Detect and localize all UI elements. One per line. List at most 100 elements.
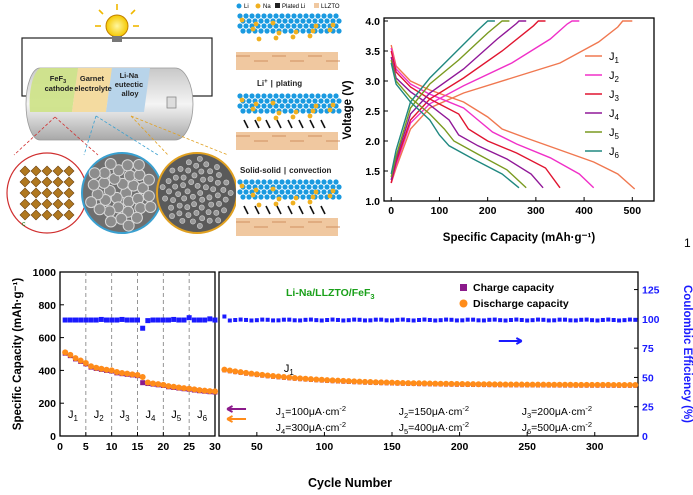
ce-point <box>222 314 227 319</box>
plated-li <box>254 119 260 129</box>
grain <box>85 196 98 209</box>
pore <box>199 215 206 222</box>
crystal-grid <box>19 165 75 221</box>
li-atom <box>321 179 327 185</box>
discharge-point <box>150 380 156 387</box>
li-atom <box>303 13 309 19</box>
discharge-point <box>459 381 466 388</box>
li-atom <box>285 13 291 19</box>
ce-point <box>579 317 584 322</box>
chart2-ylabel: Specific Capacity (mAh·g⁻¹) <box>12 278 24 431</box>
x-tick-label: 30 <box>209 441 221 453</box>
ce-point <box>233 318 238 323</box>
discharge-point <box>113 369 120 376</box>
discharge-point <box>62 349 69 356</box>
series-J6-charge <box>390 20 495 175</box>
current-density-label: J1=100μA·cm-2 <box>276 404 346 420</box>
pore <box>185 167 192 174</box>
pore <box>196 223 203 229</box>
pore <box>213 209 220 216</box>
y-tick-label: 800 <box>38 300 56 312</box>
voltage-profile-chart: 0 100 200 300 400 500 1.0 1.5 2.0 2.5 3.0 3.5 4.0 J1… <box>342 16 655 244</box>
ce-point <box>124 317 130 323</box>
li-atom <box>315 13 321 19</box>
region-label: J5 <box>171 409 182 423</box>
discharge-point <box>307 376 314 383</box>
discharge-point <box>421 380 428 387</box>
discharge-point <box>291 374 298 381</box>
plated-li <box>298 119 304 129</box>
fef3-octahedron <box>52 176 64 188</box>
anode-label: Li-Na eutectic alloy <box>115 71 145 98</box>
pore <box>198 204 205 211</box>
convection-label: Solid-solid | convection <box>240 166 331 175</box>
ce-point <box>454 318 459 323</box>
pore <box>206 194 213 201</box>
ce-point <box>140 325 146 331</box>
li-atom <box>264 108 270 114</box>
li-atom <box>303 23 309 29</box>
li-atom <box>264 28 270 34</box>
discharge-point <box>540 381 547 388</box>
discharge-point <box>610 381 617 388</box>
ce-point <box>535 317 540 322</box>
li-atom <box>276 184 282 190</box>
fef3-octahedron <box>19 187 31 199</box>
ce-point <box>150 317 156 323</box>
li-atom <box>327 13 333 19</box>
discharge-point <box>139 373 146 380</box>
li-atom <box>246 98 252 104</box>
grain <box>136 182 149 195</box>
discharge-point <box>253 371 260 378</box>
ce-point <box>487 317 492 322</box>
na-atom <box>310 28 316 34</box>
li-atom <box>237 189 243 195</box>
pore <box>180 174 187 181</box>
discharge-point <box>443 380 450 387</box>
y-tick-label: 400 <box>38 365 56 377</box>
li-atom <box>282 18 288 24</box>
li-atom <box>297 23 303 29</box>
ce-point <box>78 317 84 323</box>
pore <box>172 174 179 181</box>
plated-li <box>309 119 315 129</box>
li-atom <box>282 184 288 190</box>
li-atom <box>300 18 306 24</box>
discharge-point <box>518 381 525 388</box>
li-atom <box>312 98 318 104</box>
discharge-point <box>212 388 218 395</box>
legend-label: J4 <box>609 108 620 122</box>
legend-label: J1 <box>609 51 620 65</box>
li-atom <box>246 28 252 34</box>
fef3-octahedron <box>30 209 42 221</box>
li-atom <box>264 184 270 190</box>
pore <box>176 210 183 217</box>
y-tick-label: 1.5 <box>365 166 380 178</box>
llzto-layer <box>236 132 338 150</box>
li-atom <box>267 23 273 29</box>
discharge-point <box>232 368 239 375</box>
li-atom <box>303 179 309 185</box>
pore <box>190 218 196 225</box>
li-atom <box>318 18 324 24</box>
li-atom <box>243 103 249 109</box>
ce-point <box>308 317 313 322</box>
zoom-lines <box>13 115 229 156</box>
na-atom <box>307 199 313 205</box>
na-atom <box>273 201 279 207</box>
pore <box>172 183 179 190</box>
ce-point <box>406 318 411 323</box>
discharge-point <box>191 386 198 393</box>
discharge-point <box>399 379 406 386</box>
ce-point <box>622 318 627 323</box>
alloy-sem-inset <box>156 152 238 234</box>
pore <box>199 196 206 203</box>
li-atom <box>318 98 324 104</box>
li-atom <box>309 23 315 29</box>
fef3-octahedron <box>30 187 42 199</box>
li-atom <box>318 194 324 200</box>
charge-point <box>140 380 146 386</box>
pore <box>214 179 221 186</box>
plated-li <box>243 205 249 215</box>
plating-label: Li+ | plating <box>257 79 302 88</box>
